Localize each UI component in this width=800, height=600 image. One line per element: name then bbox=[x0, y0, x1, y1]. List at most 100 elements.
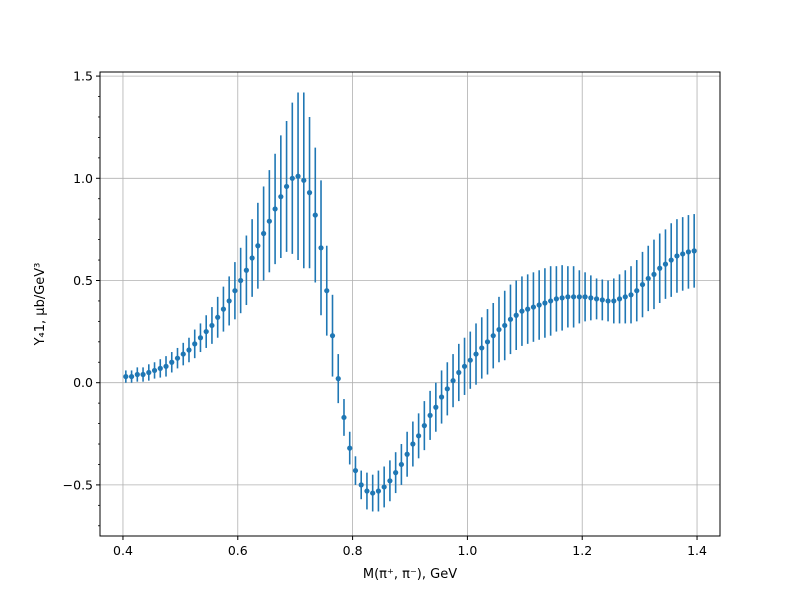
data-point bbox=[370, 490, 376, 496]
data-point bbox=[565, 294, 571, 300]
data-point bbox=[180, 351, 186, 357]
plot-area bbox=[100, 72, 720, 536]
data-point bbox=[685, 249, 692, 255]
data-point bbox=[691, 248, 697, 254]
y-axis-label: Y₄1, μb/GeV³ bbox=[33, 263, 48, 347]
data-point bbox=[530, 304, 537, 310]
x-tick-label: 0.4 bbox=[113, 543, 133, 558]
data-point bbox=[295, 173, 301, 179]
y-tick-label: 1.5 bbox=[73, 69, 93, 84]
data-point bbox=[525, 306, 531, 312]
data-point bbox=[536, 302, 542, 308]
data-point bbox=[347, 445, 353, 451]
data-point bbox=[364, 488, 370, 494]
data-point bbox=[456, 369, 462, 376]
data-point bbox=[358, 482, 364, 488]
data-point bbox=[542, 300, 548, 306]
data-point bbox=[278, 194, 284, 200]
data-point bbox=[616, 296, 623, 302]
data-points bbox=[123, 173, 697, 496]
data-point bbox=[393, 470, 399, 476]
data-point bbox=[502, 322, 508, 329]
data-point bbox=[220, 306, 227, 312]
data-point bbox=[289, 175, 295, 181]
x-axis-label: M(π⁺, π⁻), GeV bbox=[363, 567, 457, 582]
data-point bbox=[611, 298, 617, 304]
data-point bbox=[571, 294, 577, 300]
data-point bbox=[553, 296, 559, 302]
data-point bbox=[341, 414, 347, 421]
data-point bbox=[283, 183, 290, 190]
data-point bbox=[335, 376, 341, 382]
data-point bbox=[599, 297, 605, 303]
data-point bbox=[381, 484, 387, 490]
data-point bbox=[461, 363, 468, 369]
data-point bbox=[473, 351, 479, 357]
data-point bbox=[306, 189, 313, 196]
data-point bbox=[134, 371, 140, 378]
data-point bbox=[433, 404, 439, 410]
data-point bbox=[318, 245, 324, 251]
y-tick-label: −0.5 bbox=[63, 477, 93, 492]
data-point bbox=[249, 255, 255, 261]
data-point bbox=[226, 298, 232, 304]
data-point bbox=[410, 441, 416, 447]
data-point bbox=[238, 277, 244, 284]
data-point bbox=[622, 294, 628, 300]
data-point bbox=[301, 177, 307, 183]
y-tick-label: 0.5 bbox=[73, 273, 93, 288]
data-point bbox=[352, 467, 359, 474]
data-point bbox=[593, 296, 600, 302]
data-point bbox=[588, 295, 594, 301]
data-point bbox=[668, 257, 674, 263]
data-point bbox=[490, 333, 496, 339]
data-point bbox=[513, 312, 519, 318]
data-point bbox=[662, 261, 669, 267]
data-point bbox=[605, 298, 611, 304]
data-point bbox=[421, 423, 427, 429]
data-point bbox=[209, 322, 215, 329]
data-point bbox=[123, 373, 129, 380]
data-point bbox=[186, 347, 192, 353]
data-point bbox=[427, 412, 433, 419]
data-point bbox=[174, 355, 181, 361]
data-point bbox=[232, 288, 238, 294]
data-point bbox=[674, 253, 680, 259]
data-point bbox=[157, 365, 163, 371]
data-point bbox=[163, 363, 169, 369]
data-point bbox=[467, 357, 473, 363]
x-axis-ticks: 0.4 0.6 0.8 1.0 1.2 1.4 bbox=[113, 536, 707, 558]
data-point bbox=[197, 335, 204, 341]
data-point bbox=[324, 288, 330, 294]
data-point bbox=[576, 294, 582, 300]
data-point bbox=[507, 316, 514, 322]
data-point bbox=[151, 367, 158, 374]
data-point bbox=[398, 461, 404, 468]
data-point bbox=[404, 451, 410, 457]
data-point bbox=[479, 345, 485, 351]
data-point bbox=[639, 281, 646, 288]
data-point bbox=[496, 326, 502, 333]
data-point bbox=[243, 267, 249, 273]
data-point bbox=[645, 275, 651, 282]
data-point bbox=[192, 341, 198, 347]
data-point bbox=[438, 394, 445, 400]
data-point bbox=[312, 212, 318, 218]
data-point bbox=[548, 298, 554, 304]
data-point bbox=[272, 206, 278, 212]
data-point bbox=[444, 386, 450, 392]
data-point bbox=[329, 333, 336, 339]
data-point bbox=[519, 308, 525, 314]
data-point bbox=[128, 373, 135, 380]
data-point bbox=[657, 265, 663, 271]
data-point bbox=[215, 314, 221, 320]
data-point bbox=[416, 433, 422, 439]
data-point bbox=[255, 243, 261, 249]
data-point bbox=[484, 339, 491, 345]
data-point bbox=[680, 251, 686, 257]
grid-lines bbox=[100, 72, 720, 536]
data-point bbox=[203, 328, 209, 335]
data-point bbox=[450, 378, 456, 384]
data-point bbox=[261, 230, 267, 237]
